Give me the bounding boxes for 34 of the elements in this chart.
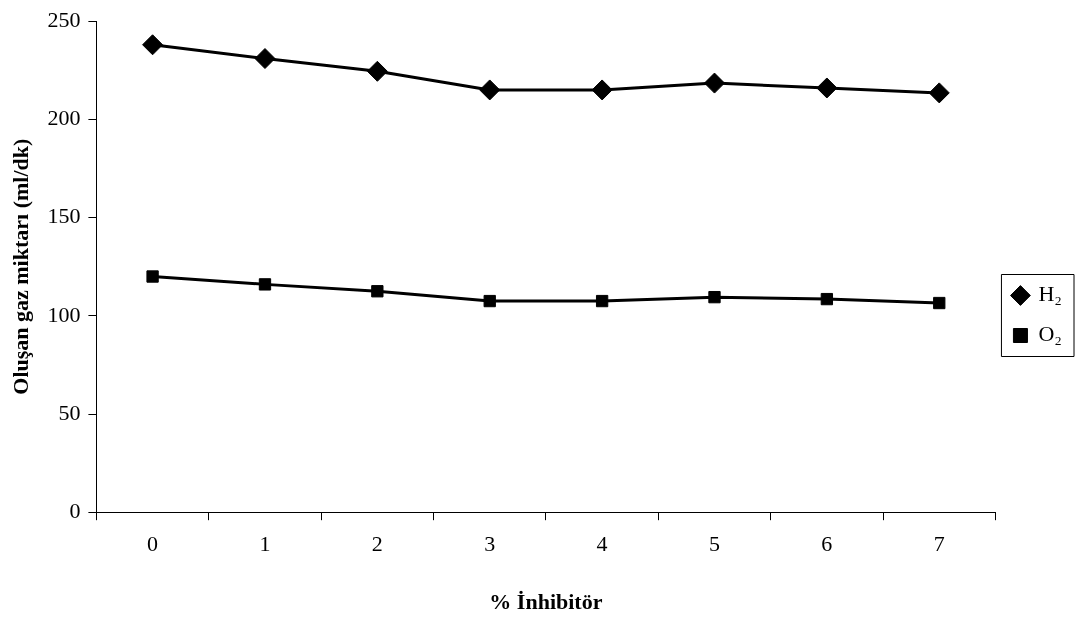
point <box>371 285 384 298</box>
x-tick-label: 4 <box>596 531 608 557</box>
x-tick-label: 3 <box>484 531 496 557</box>
point <box>591 79 613 101</box>
x-tick-label: 0 <box>147 531 159 557</box>
point <box>483 294 496 308</box>
point <box>933 296 946 310</box>
point <box>928 82 950 104</box>
point <box>254 48 276 70</box>
point <box>703 72 725 94</box>
point <box>258 278 272 291</box>
y-tick-label: 50 <box>58 399 81 425</box>
y-tick-label: 100 <box>47 301 81 327</box>
point <box>146 270 159 283</box>
x-tick-label: 6 <box>821 531 833 557</box>
y-axis-title: Oluşan gaz miktarı (ml/dk) <box>7 138 33 395</box>
y-tick-label: 250 <box>47 6 81 32</box>
x-tick-label: 7 <box>933 531 945 557</box>
y-tick-label: 0 <box>69 497 81 523</box>
y-tick-label: 200 <box>47 105 81 131</box>
point <box>816 77 838 99</box>
legend-label: H₂ <box>1038 281 1062 307</box>
point <box>479 79 501 101</box>
point <box>142 34 164 56</box>
legend-label: O₂ <box>1038 321 1062 347</box>
y-tick-label: 150 <box>47 203 81 229</box>
point <box>366 60 388 82</box>
x-tick-label: 2 <box>371 531 383 557</box>
point <box>708 290 721 304</box>
point <box>820 292 834 306</box>
x-tick-label: 5 <box>708 531 720 557</box>
x-axis-title: % İnhibitör <box>489 589 603 615</box>
point <box>595 294 609 308</box>
x-tick-label: 1 <box>259 531 271 557</box>
